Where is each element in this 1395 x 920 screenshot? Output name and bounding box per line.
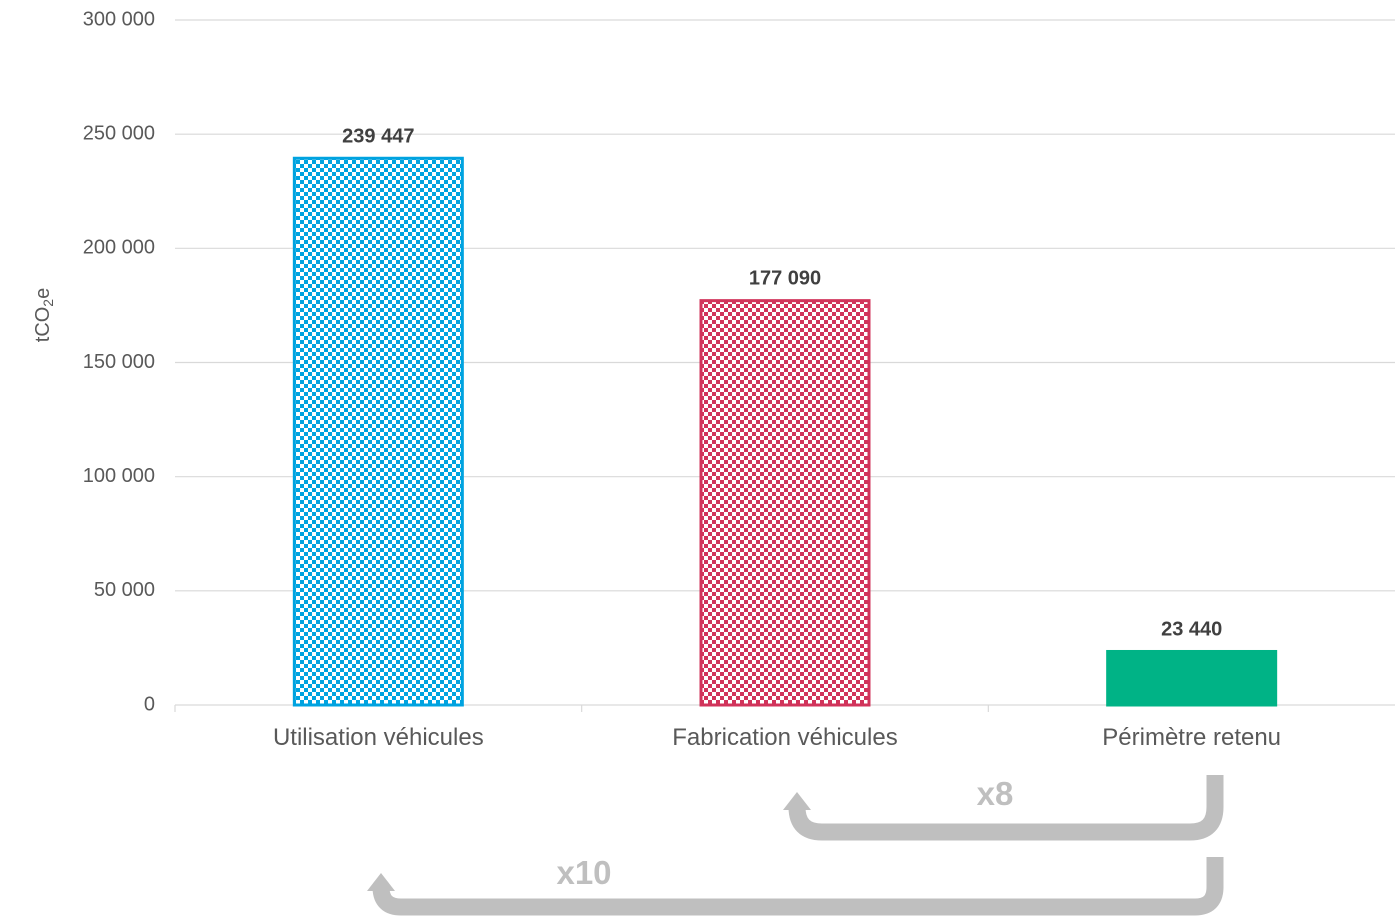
annotation-x8-label: x8 [977, 775, 1014, 812]
y-tick-label: 0 [144, 693, 155, 715]
value-label: 23 440 [1161, 618, 1222, 640]
y-tick-label: 100 000 [83, 465, 155, 487]
bar-1 [292, 156, 464, 707]
category-label: Utilisation véhicules [273, 724, 484, 751]
value-label: 239 447 [342, 125, 414, 147]
annotation-x10-label: x10 [556, 854, 611, 891]
bar-2 [699, 299, 871, 707]
category-label: Périmètre retenu [1102, 724, 1281, 751]
y-tick-label: 300 000 [83, 8, 155, 30]
annotation-x8: x8 [783, 775, 1224, 841]
y-tick-label: 150 000 [83, 351, 155, 373]
arrow-x10-path [372, 857, 1224, 916]
bar-3 [1106, 649, 1278, 707]
arrow-x10-head [367, 873, 395, 891]
y-tick-label: 50 000 [94, 579, 155, 601]
category-labels: Utilisation véhicules Fabrication véhicul… [273, 724, 1281, 751]
value-label: 177 090 [749, 268, 821, 290]
arrow-x8-path [788, 775, 1224, 841]
y-axis-ticks: 0 50 000 100 000 150 000 200 000 250 000 300 0… [83, 8, 155, 715]
y-tick-label: 250 000 [83, 122, 155, 144]
arrow-x8-head [783, 792, 811, 810]
annotation-x10: x10 [367, 854, 1224, 916]
value-labels: 239 447 177 090 23 440 [342, 125, 1222, 640]
y-tick-label: 200 000 [83, 237, 155, 259]
bars [292, 156, 1278, 707]
category-label: Fabrication véhicules [672, 724, 897, 751]
y-axis-title: tCO2e [32, 288, 55, 342]
